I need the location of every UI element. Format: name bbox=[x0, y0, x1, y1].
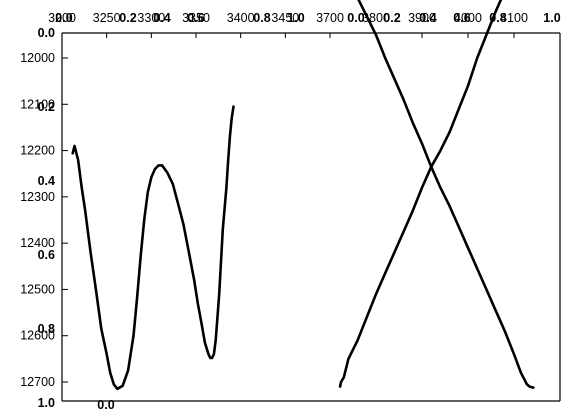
overlay-top-right-2: 0.4 bbox=[419, 11, 436, 25]
series-line-0-0 bbox=[73, 107, 234, 389]
overlay-top-left-2: 0.4 bbox=[153, 11, 170, 25]
y-tick-label-12300: 12300 bbox=[20, 190, 55, 204]
y-tick-label-12500: 12500 bbox=[20, 282, 55, 296]
overlay-left-4: 0.8 bbox=[38, 322, 55, 336]
series-layer bbox=[73, 0, 534, 389]
y-tick-label-12200: 12200 bbox=[20, 144, 55, 158]
tick-label-layer: 1200012100122001230012400125001260012700… bbox=[20, 11, 560, 412]
overlay-top-left-0: 0.0 bbox=[55, 11, 72, 25]
overlay-left-5: 1.0 bbox=[38, 396, 55, 410]
overlay-top-right-3: 0.6 bbox=[453, 11, 470, 25]
x-tick-label-0-3250: 3250 bbox=[93, 11, 121, 25]
y-tick-label-12000: 12000 bbox=[20, 51, 55, 65]
tick-layer bbox=[62, 33, 514, 382]
overlay-left-2: 0.4 bbox=[38, 174, 55, 188]
overlay-top-right-1: 0.2 bbox=[383, 11, 400, 25]
overlay-top-right-0: 0.0 bbox=[347, 11, 364, 25]
overlay-top-right-5: 1.0 bbox=[543, 11, 560, 25]
x-tick-label-1-3700: 3700 bbox=[316, 11, 344, 25]
series-line-1-1 bbox=[340, 0, 533, 388]
overlay-top-left-1: 0.2 bbox=[119, 11, 136, 25]
overlay-bottom-left: 0.0 bbox=[97, 398, 114, 412]
y-tick-label-12700: 12700 bbox=[20, 375, 55, 389]
overlay-top-left-3: 0.6 bbox=[187, 11, 204, 25]
overlay-left-0: 0.0 bbox=[38, 26, 55, 40]
x-tick-label-0-3400: 3400 bbox=[227, 11, 255, 25]
overlay-left-3: 0.6 bbox=[38, 248, 55, 262]
overlay-top-left-4: 0.8 bbox=[253, 11, 270, 25]
overlay-left-1: 0.2 bbox=[38, 100, 55, 114]
overlay-top-left-5: 1.0 bbox=[287, 11, 304, 25]
